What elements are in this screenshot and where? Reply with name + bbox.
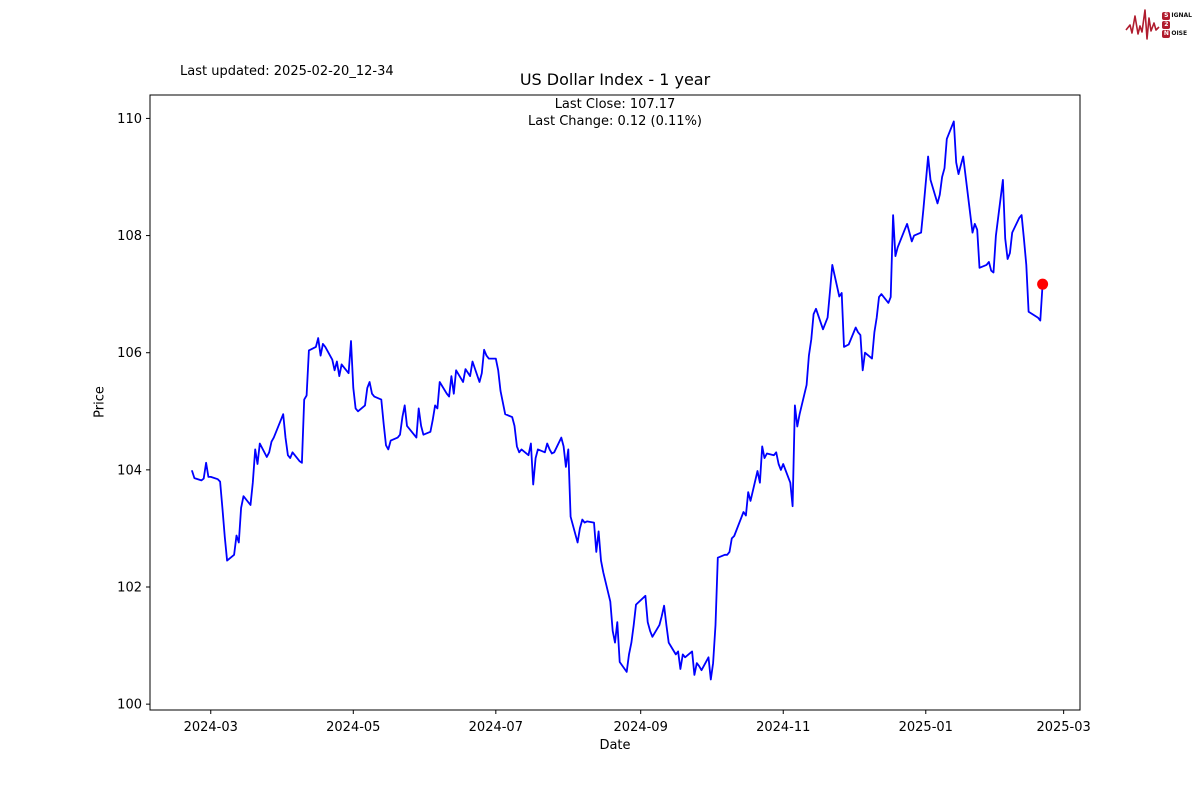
logo-number-2: 2 <box>1162 21 1171 29</box>
logo-letter-s: S <box>1162 12 1171 20</box>
plot-frame <box>149 94 1081 711</box>
signal2noise-logo: S IGNAL 2 N OISE <box>1125 4 1192 46</box>
x-axis-label: Date <box>599 738 631 753</box>
logo-word-oise: OISE <box>1171 30 1188 37</box>
logo-text: S IGNAL 2 N OISE <box>1162 12 1192 38</box>
x-tick-label: 2025-01 <box>899 720 953 735</box>
x-tick-label: 2024-05 <box>326 720 380 735</box>
y-tick-label: 100 <box>117 698 142 713</box>
logo-letter-n: N <box>1162 30 1171 38</box>
chart-title: US Dollar Index - 1 year <box>519 70 711 89</box>
y-tick-label: 104 <box>117 463 142 478</box>
y-tick-label: 110 <box>117 112 142 127</box>
x-tick-label: 2024-03 <box>184 720 238 735</box>
last-change-text: Last Change: 0.12 (0.11%) <box>527 114 702 129</box>
logo-line-noise: N OISE <box>1162 30 1192 38</box>
price-line <box>191 120 1044 681</box>
x-tick-label: 2024-11 <box>756 720 810 735</box>
last-close-marker <box>1037 278 1049 290</box>
x-tick-label: 2025-03 <box>1036 720 1090 735</box>
logo-line-signal: S IGNAL <box>1162 12 1192 20</box>
logo-word-ignal: IGNAL <box>1171 12 1192 19</box>
logo-line-2: 2 <box>1162 21 1192 29</box>
y-tick-label: 106 <box>117 346 142 361</box>
last-updated-text: Last updated: 2025-02-20_12-34 <box>180 64 394 79</box>
x-tick-label: 2024-07 <box>469 720 523 735</box>
last-close-text: Last Close: 107.17 <box>554 97 676 112</box>
y-tick-label: 108 <box>117 229 142 244</box>
y-tick-label: 102 <box>117 581 142 596</box>
waveform-icon <box>1125 9 1160 40</box>
x-tick-label: 2024-09 <box>614 720 668 735</box>
